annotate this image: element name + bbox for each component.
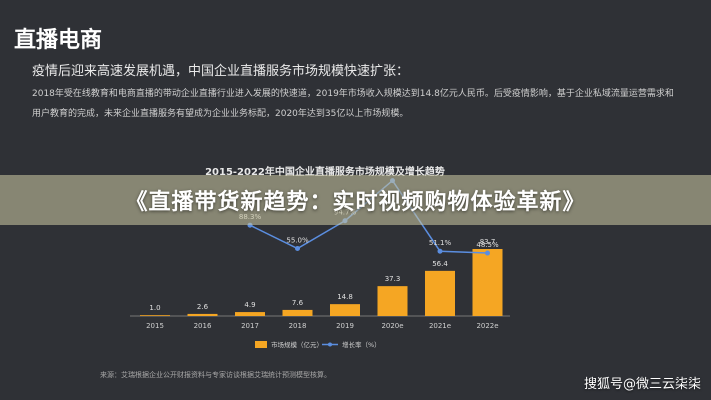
growth-point-2018 [295, 246, 300, 251]
legend-dot-growth [328, 342, 332, 347]
bar-2019 [330, 304, 360, 316]
x-tick-2020e: 2020e [381, 322, 403, 330]
watermark: 搜狐号@微三云柒柒 [583, 377, 701, 392]
x-tick-2022e: 2022e [476, 322, 498, 330]
bar-value-2018: 7.6 [292, 299, 304, 307]
bar-2015 [140, 315, 170, 316]
bar-2020e [377, 286, 408, 316]
growth-point-2022e [485, 250, 490, 256]
x-tick-2021e: 2021e [429, 322, 451, 330]
x-tick-2016: 2016 [194, 322, 212, 330]
bar-value-2022e: 83.7 [480, 238, 496, 246]
legend-label-market-size: 市场规模（亿元） [271, 340, 323, 349]
page-subtitle: 疫情后迎来高速发展机遇，中国企业直播服务市场规模快速扩张： [32, 64, 410, 79]
chart-title: 2015-2022年中国企业直播服务市场规模及增长趋势 [205, 167, 445, 178]
banner-text: 《直播带货新趋势：实时视频购物体验革新》 [125, 190, 586, 215]
growth-label-2018: 55.0% [286, 237, 309, 245]
bar-value-2015: 1.0 [149, 304, 160, 312]
x-tick-2017: 2017 [241, 322, 259, 330]
bar-value-2017: 4.9 [244, 301, 255, 309]
legend-label-growth: 增长率（%） [342, 340, 381, 349]
growth-label-2022e: 48.5% [476, 241, 499, 249]
growth-point-2021e [437, 248, 443, 254]
x-tick-2019: 2019 [336, 322, 354, 330]
legend-swatch-market-size [255, 341, 267, 348]
bar-value-2019: 14.8 [337, 293, 353, 301]
bar-value-2016: 2.6 [197, 303, 209, 311]
x-tick-2018: 2018 [289, 322, 307, 330]
page-title: 直播电商 [14, 28, 103, 53]
bar-2018 [282, 309, 313, 316]
bar-value-2020e: 37.3 [385, 275, 401, 283]
intro-paragraph: 2018年受在线教育和电商直播的带动企业直播行业进入发展的快速道，2019年市场… [32, 89, 674, 119]
bar-2017 [235, 312, 265, 316]
source-note: 来源：艾瑞根据企业公开财报资料与专家访谈根据艾瑞统计预测模型核算。 [100, 371, 331, 379]
x-tick-2015: 2015 [146, 322, 164, 330]
bar-2022e [472, 249, 503, 316]
bar-value-2021e: 56.4 [432, 260, 448, 268]
headline-banner: 《直播带货新趋势：实时视频购物体验革新》 [0, 175, 711, 225]
growth-label-2021e: 51.1% [429, 239, 452, 247]
bar-2021e [425, 270, 455, 316]
bar-2016 [187, 313, 218, 316]
